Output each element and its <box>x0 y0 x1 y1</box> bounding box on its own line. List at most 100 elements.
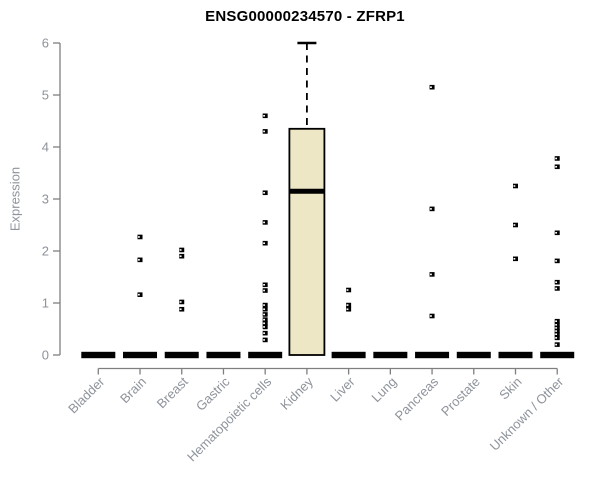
outlier-point <box>262 312 268 317</box>
zero-median-bar <box>540 351 575 359</box>
outlier-point <box>137 292 143 297</box>
outlier-point <box>554 286 560 291</box>
zero-median-bar <box>81 351 116 359</box>
box <box>288 127 326 356</box>
outlier-point <box>346 287 352 293</box>
outlier-point-center <box>138 236 140 238</box>
outlier-point-center <box>430 86 432 88</box>
outlier-point-center <box>179 249 182 251</box>
y-tick-label: 4 <box>42 140 49 155</box>
zero-median-bar <box>331 351 366 359</box>
outlier-point-center <box>555 281 558 283</box>
outlier-point-center <box>430 273 432 276</box>
outlier-point <box>554 279 560 285</box>
outlier-point-center <box>263 130 265 133</box>
outlier-point-center <box>138 293 140 296</box>
outlier-point <box>137 257 143 263</box>
outlier-point-center <box>555 343 558 346</box>
outlier-point <box>513 256 518 262</box>
outlier-point-center <box>263 289 265 292</box>
y-tick-label: 1 <box>42 296 49 311</box>
y-tick-label: 5 <box>42 88 49 103</box>
outlier-point <box>513 222 518 228</box>
outlier-point <box>179 306 185 312</box>
outlier-point <box>554 258 560 264</box>
outlier-point-center <box>263 308 265 311</box>
zero-median-bar <box>164 351 199 359</box>
outlier-point <box>429 313 435 319</box>
outlier-point <box>554 230 560 236</box>
outlier-point-center <box>430 315 432 317</box>
x-tick-label: Pancreas <box>392 374 442 424</box>
outlier-point <box>554 156 560 161</box>
outlier-point-center <box>555 232 558 234</box>
x-tick-label: Breast <box>154 374 191 411</box>
outlier-point-center <box>263 115 265 117</box>
outlier-point <box>262 113 268 119</box>
outlier-point <box>179 253 185 259</box>
x-tick-label: Gastric <box>193 374 233 414</box>
outlier-point-center <box>179 255 182 257</box>
outlier-point-center <box>555 324 558 326</box>
outlier-point <box>262 129 268 134</box>
outlier-point <box>262 240 268 246</box>
zero-median-bar <box>498 351 533 359</box>
outlier-point <box>554 335 560 341</box>
y-tick-label: 6 <box>42 36 49 51</box>
outlier-point-center <box>513 258 516 260</box>
outlier-point <box>137 234 143 240</box>
outlier-point <box>179 299 185 305</box>
outlier-point <box>554 322 560 328</box>
outlier-point <box>262 190 268 196</box>
outlier-point <box>262 288 268 293</box>
outlier-point-center <box>555 165 558 168</box>
outlier-point <box>429 272 435 277</box>
x-tick-label: Liver <box>327 374 358 405</box>
outlier-point-center <box>263 318 265 321</box>
outlier-point-center <box>263 191 265 194</box>
x-tick-label: Lung <box>368 374 399 405</box>
x-tick-label: Prostate <box>438 374 483 419</box>
zero-median-bar <box>415 351 450 359</box>
x-tick-label: Brain <box>117 374 149 406</box>
outlier-point <box>429 84 435 90</box>
outlier-point-center <box>346 289 349 291</box>
outlier-point-center <box>555 330 558 332</box>
y-tick-label: 2 <box>42 244 49 259</box>
x-tick-label: Skin <box>496 374 524 402</box>
outlier-point-center <box>263 304 265 306</box>
outlier-point-center <box>263 322 265 325</box>
outlier-point <box>346 306 352 312</box>
zero-median-bar <box>373 351 408 359</box>
outlier-point-center <box>513 224 516 226</box>
outlier-point-center <box>555 157 558 160</box>
outlier-point <box>262 320 268 326</box>
outlier-point <box>513 183 518 189</box>
outlier-point <box>554 328 560 334</box>
outlier-point-center <box>263 221 265 224</box>
outlier-point <box>262 220 268 225</box>
zero-median-bar <box>456 351 491 359</box>
chart-title: ENSG00000234570 - ZFRP1 <box>205 8 405 25</box>
outlier-point-center <box>263 339 265 341</box>
x-tick-label: Kidney <box>277 374 316 413</box>
outlier-point-center <box>263 284 265 286</box>
outlier-point-center <box>513 185 516 187</box>
outlier-point <box>554 318 560 324</box>
outlier-point-center <box>263 242 265 244</box>
x-tick-label: Bladder <box>65 374 108 417</box>
zero-median-bar <box>123 351 158 359</box>
outlier-point-center <box>430 208 432 210</box>
outlier-point-center <box>555 337 558 339</box>
outlier-point <box>262 337 268 343</box>
x-tick-label: Unknown / Other <box>487 374 567 454</box>
outlier-point <box>554 164 560 170</box>
outlier-point <box>554 342 560 347</box>
outlier-point-center <box>555 287 558 290</box>
outlier-point-center <box>138 259 140 261</box>
outlier-point <box>262 324 268 330</box>
outlier-point-center <box>346 308 349 311</box>
outlier-point <box>262 306 268 312</box>
